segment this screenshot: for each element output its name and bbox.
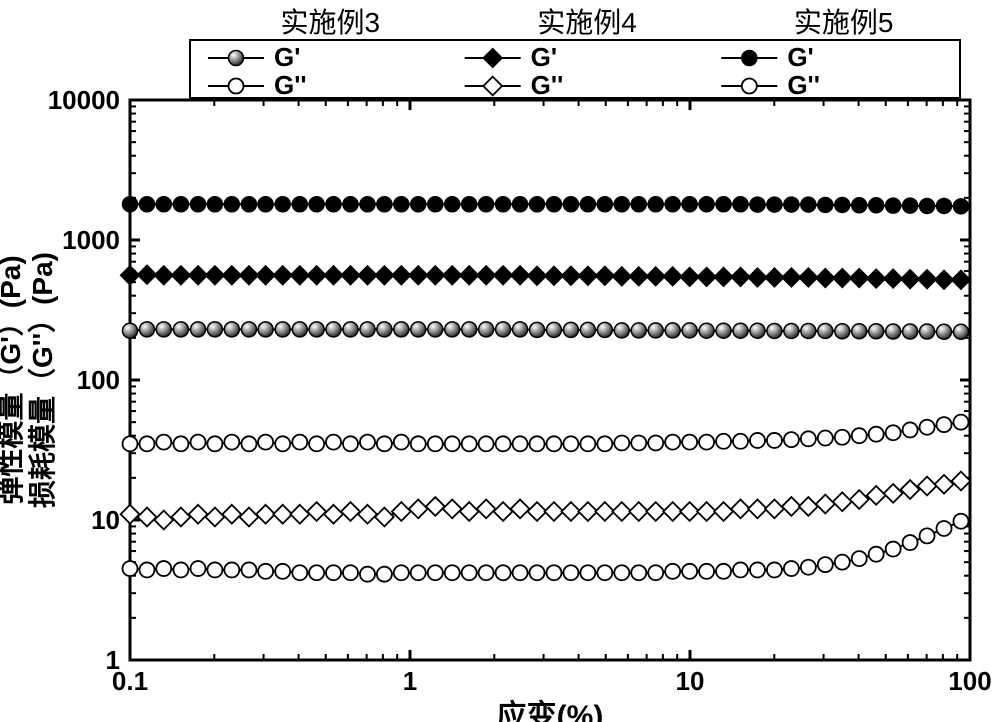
svg-text:10000: 10000: [48, 85, 120, 115]
svg-text:1: 1: [403, 666, 417, 696]
svg-text:10: 10: [676, 666, 705, 696]
legend-label: G'': [531, 70, 564, 100]
legend-label: G': [274, 42, 300, 72]
legend-label: G'': [787, 70, 820, 100]
svg-text:100: 100: [948, 666, 991, 696]
legend-header: 实施例5: [794, 7, 894, 38]
svg-text:1000: 1000: [62, 225, 120, 255]
svg-text:100: 100: [77, 365, 120, 395]
legend-header: 实施例3: [281, 7, 381, 38]
svg-text:应变(%): 应变(%): [497, 699, 604, 722]
legend-header: 实施例4: [537, 7, 637, 38]
svg-text:弹性模量（G'）(Pa): 弹性模量（G'）(Pa): [0, 255, 26, 504]
svg-text:损耗模量（G''）(Pa): 损耗模量（G''）(Pa): [26, 252, 58, 508]
svg-text:10: 10: [91, 505, 120, 535]
modulus-vs-strain-chart: 0.1110100110100100010000应变(%)弹性模量（G'）(Pa…: [0, 0, 1000, 722]
legend-label: G': [787, 42, 813, 72]
svg-text:1: 1: [106, 645, 120, 675]
legend-label: G': [531, 42, 557, 72]
legend-label: G'': [274, 70, 307, 100]
